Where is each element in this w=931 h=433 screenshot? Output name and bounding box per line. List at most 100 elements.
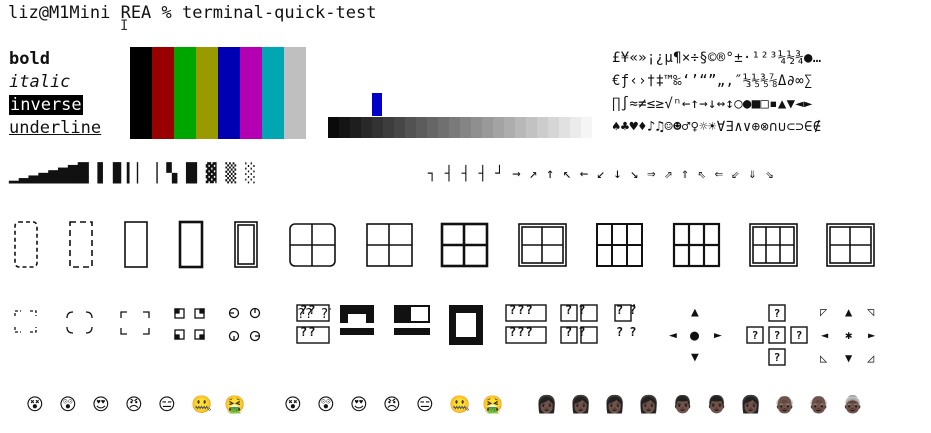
face-emoji: 😑	[158, 395, 176, 415]
inverse-sample: inverse	[9, 94, 83, 116]
svg-text:?: ?	[774, 351, 781, 364]
gray-step	[581, 117, 592, 138]
person-emoji: 👩🏿	[536, 395, 558, 415]
gray-step	[570, 117, 581, 138]
person-emoji: 👩🏿	[604, 395, 626, 415]
triangle-down-left-icon: ◺	[820, 351, 828, 365]
gray-step	[350, 117, 361, 138]
inverse-text: inverse	[9, 95, 83, 115]
person-emoji: 👵🏿	[842, 395, 864, 415]
heavy-grid-box	[440, 222, 489, 268]
quadrant-circles	[228, 307, 261, 342]
triangle-up-icon: ▲	[845, 305, 853, 319]
thin-box	[124, 221, 148, 268]
rounded-corners	[66, 311, 93, 334]
grid-box	[366, 223, 413, 267]
color-palette-bars	[130, 47, 306, 139]
grayscale-ramp	[328, 117, 592, 138]
face-emoji: 😑	[416, 395, 434, 415]
gray-step	[383, 117, 394, 138]
person-emoji: 👴🏿	[808, 395, 830, 415]
svg-text:?: ?	[774, 329, 781, 342]
svg-text:?: ?	[752, 329, 759, 342]
symbol-row-3: ∏∫≈≠≤≥√ⁿ←↑→↓↔↕○●■□▪▲▼◄►	[612, 96, 813, 112]
gray-step	[548, 117, 559, 138]
dpad-right-icon: ►	[714, 328, 722, 343]
missing-glyph-boxes	[296, 304, 635, 344]
block-elements-row: ▁▂▃▄▅▆▇█ ▌▐▍▎▏▕ ▚ █ ▓ ▒ ░	[9, 163, 256, 184]
color-swatch	[240, 47, 262, 139]
gray-step	[515, 117, 526, 138]
gray-step	[460, 117, 471, 138]
quadrant-squares	[174, 308, 205, 340]
asterisk-icon: ✱	[845, 328, 853, 342]
color-swatch	[174, 47, 196, 139]
face-emoji: 😍	[92, 395, 110, 415]
inverse-block-glyphs	[340, 305, 483, 345]
color-swatch	[196, 47, 218, 139]
color-swatch	[218, 47, 240, 139]
missing-glyph-label-8: ??	[616, 325, 643, 339]
face-emoji: 🤐	[191, 395, 213, 415]
face-emoji: 🤐	[449, 395, 471, 415]
missing-glyph-label-2: ??	[300, 325, 317, 339]
gray-step	[438, 117, 449, 138]
gray-step	[394, 117, 405, 138]
face-emoji: 😠	[383, 395, 401, 415]
gray-step	[361, 117, 372, 138]
face-emoji: 😲	[59, 395, 77, 415]
terminal-prompt: liz@M1Mini REA % terminal-quick-test	[8, 3, 377, 23]
person-emoji: 👩🏿	[638, 395, 660, 415]
triangle-up-left-icon: ◸	[820, 305, 828, 319]
symbol-row-2: €ƒ‹›†‡™‰‘’“”„‚″⅓⅕⅗⅞Δ∂∞∑	[612, 73, 813, 89]
face-emoji: 😵	[26, 395, 44, 415]
corner-glyph-row	[14, 305, 483, 345]
gray-step	[427, 117, 438, 138]
face-emoji: 😠	[125, 395, 143, 415]
symbol-row-1: £¥«»¡¿µ¶×÷§©®°±·¹²³¼½¾●…	[612, 50, 822, 66]
three-col-grid-box	[596, 223, 643, 267]
triangle-right-icon: ►	[868, 328, 876, 342]
heavy-three-col-grid-box	[672, 222, 721, 268]
triangle-down-right-icon: ◿	[867, 351, 875, 365]
triangle-left-icon: ◄	[821, 328, 829, 342]
missing-glyph-label-1: ??	[300, 303, 317, 317]
gray-step	[416, 117, 427, 138]
double-three-col-grid-box	[749, 223, 798, 267]
missing-glyph-label-3: ???	[509, 303, 534, 317]
gray-step	[471, 117, 482, 138]
face-emoji: 🤮	[224, 395, 246, 415]
bold-sample: bold	[9, 49, 50, 69]
color-swatch	[152, 47, 174, 139]
svg-text:?: ?	[796, 329, 803, 342]
gray-step	[328, 117, 339, 138]
missing-glyph-label-4: ???	[509, 325, 534, 339]
person-emoji: 👩🏿	[570, 395, 592, 415]
gray-step	[482, 117, 493, 138]
heavy-box	[178, 220, 204, 269]
symbol-row-4: ♠♣♥♦♪♫☺☻♂♀☼☀∀∃∧∨⊕⊗∩∪⊂⊃∈∉	[612, 119, 822, 135]
missing-glyph-label-5: ??	[565, 303, 592, 317]
gray-step	[405, 117, 416, 138]
dpad-center-icon: ●	[690, 326, 700, 344]
dashed-rounded-box	[14, 221, 38, 268]
triangle-up-right-icon: ◹	[867, 305, 875, 319]
double-grid-box	[518, 223, 567, 267]
gray-step	[504, 117, 515, 138]
box-drawing-row	[14, 220, 875, 269]
face-emoji: 🤮	[482, 395, 504, 415]
gray-step	[449, 117, 460, 138]
text-cursor-icon: I	[120, 18, 129, 34]
gray-step	[372, 117, 383, 138]
color-swatch	[130, 47, 152, 139]
missing-glyph-text: ?? ?? ?? ?? ?? ??	[297, 307, 331, 322]
double-box	[234, 221, 258, 268]
italic-sample: italic	[9, 72, 71, 92]
square-corners	[120, 311, 150, 335]
person-emoji: 👴🏿	[774, 395, 796, 415]
face-emoji: 😍	[350, 395, 368, 415]
underline-sample: underline	[9, 118, 102, 138]
person-emoji: 👨🏿	[672, 395, 694, 415]
svg-text:?: ?	[774, 307, 781, 320]
corners-arrows-row: ┐ ┤ ┤ ┤ ┘ → ↗ ↑ ↖ ← ↙ ↓ ↘ ⇒ ⇗ ⇑ ⇖ ⇐ ⇙ ⇓ …	[428, 166, 774, 182]
